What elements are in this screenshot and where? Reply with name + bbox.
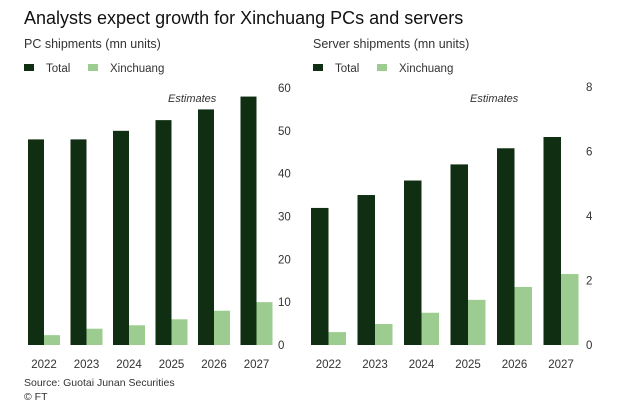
y-tick-label: 40: [278, 169, 291, 181]
legend-label-total: Total: [46, 63, 70, 75]
legend-label-xinchuang: Xinchuang: [110, 63, 164, 75]
x-tick-label: 2023: [74, 359, 100, 371]
pc-chart: PC shipments (mn units) Total Xinchuang …: [24, 37, 291, 371]
y-tick-label: 0: [586, 340, 592, 352]
legend-swatch-xinchuang: [88, 64, 98, 71]
bar-total-2025: [155, 120, 172, 345]
bar-total-2024: [113, 130, 129, 345]
legend-label-total: Total: [335, 63, 359, 75]
x-tick-label: 2024: [116, 359, 142, 371]
bar-total-2027: [543, 136, 561, 345]
ft-credit: © FT: [24, 391, 48, 403]
bar-total-2022: [28, 139, 44, 345]
server-chart: Server shipments (mn units) Total Xinchu…: [311, 37, 593, 371]
bar-total-2023: [357, 195, 375, 345]
legend-swatch-total: [24, 64, 34, 71]
x-tick-label: 2022: [316, 359, 342, 371]
bar-xinchuang-2026: [214, 310, 230, 345]
bar-total-2025: [450, 164, 468, 345]
bar-xinchuang-2022: [328, 332, 346, 345]
y-tick-label: 20: [278, 254, 291, 266]
y-tick-label: 10: [278, 297, 291, 309]
estimates-annotation: Estimates: [168, 93, 217, 105]
source-note: Source: Guotai Junan Securities: [24, 377, 175, 389]
y-tick-label: 8: [586, 82, 592, 94]
pc-chart-title: PC shipments (mn units): [24, 37, 161, 51]
y-tick-label: 6: [586, 147, 592, 159]
x-tick-label: 2022: [31, 359, 57, 371]
bar-xinchuang-2027: [561, 274, 579, 345]
bar-xinchuang-2025: [468, 299, 486, 345]
server-chart-title: Server shipments (mn units): [313, 37, 469, 51]
bar-xinchuang-2023: [86, 328, 103, 345]
y-tick-label: 50: [278, 126, 291, 138]
x-tick-label: 2026: [502, 359, 528, 371]
x-tick-label: 2024: [409, 359, 435, 371]
bar-total-2024: [404, 180, 422, 345]
bar-total-2026: [497, 148, 515, 345]
bar-total-2022: [311, 207, 329, 345]
bar-xinchuang-2022: [44, 335, 60, 345]
chart-title: Analysts expect growth for Xinchuang PCs…: [24, 8, 463, 28]
x-tick-label: 2026: [201, 359, 227, 371]
x-tick-label: 2025: [159, 359, 185, 371]
bar-xinchuang-2024: [129, 325, 145, 345]
x-tick-label: 2027: [548, 359, 574, 371]
x-tick-label: 2023: [362, 359, 388, 371]
estimates-annotation: Estimates: [470, 93, 519, 105]
bar-total-2027: [240, 96, 257, 345]
legend-swatch-xinchuang: [377, 64, 387, 71]
x-tick-label: 2027: [244, 359, 270, 371]
bar-xinchuang-2024: [421, 312, 439, 345]
y-tick-label: 4: [586, 211, 593, 223]
legend-label-xinchuang: Xinchuang: [399, 63, 453, 75]
y-tick-label: 30: [278, 212, 291, 224]
y-tick-label: 0: [278, 340, 284, 352]
legend-swatch-total: [313, 64, 323, 71]
bar-xinchuang-2025: [171, 319, 188, 345]
y-tick-label: 60: [278, 83, 291, 95]
x-tick-label: 2025: [455, 359, 481, 371]
bar-xinchuang-2023: [375, 324, 393, 345]
bar-xinchuang-2026: [514, 286, 532, 345]
bar-total-2026: [198, 109, 214, 346]
y-tick-label: 2: [586, 276, 592, 288]
bar-xinchuang-2027: [256, 302, 273, 345]
bar-total-2023: [70, 139, 87, 345]
